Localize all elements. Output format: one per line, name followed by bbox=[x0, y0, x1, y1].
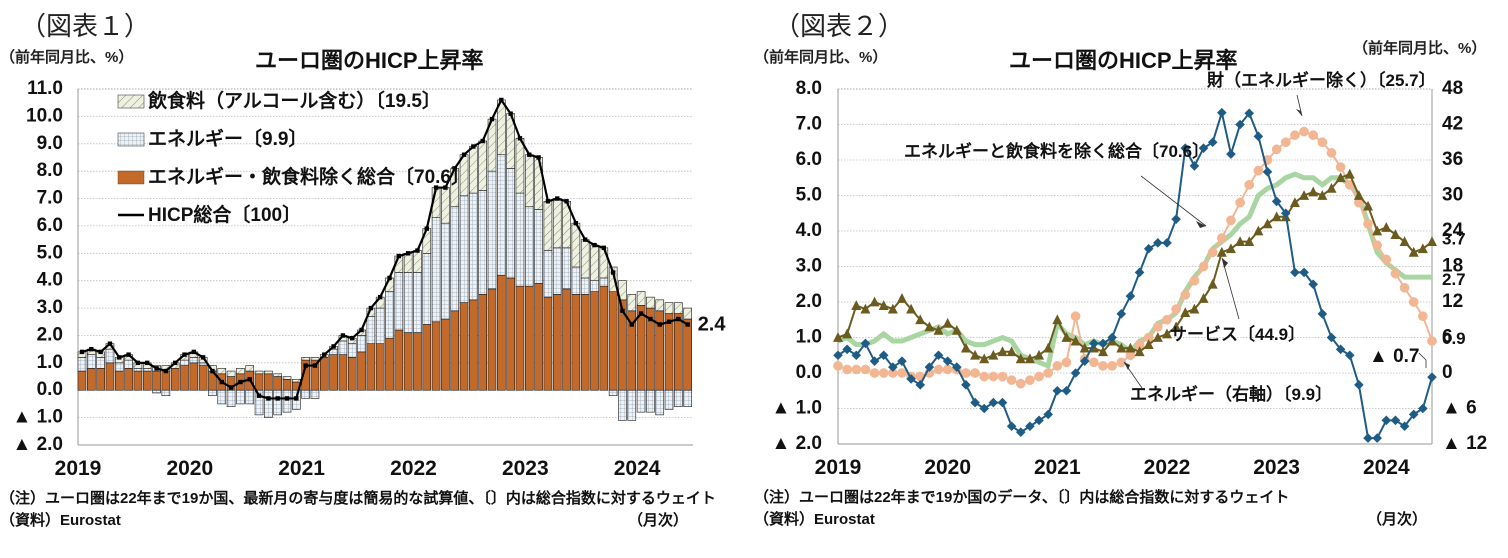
svg-text:11.0: 11.0 bbox=[27, 78, 63, 99]
svg-text:0.9: 0.9 bbox=[1442, 329, 1466, 348]
svg-text:3.0: 3.0 bbox=[37, 297, 63, 318]
svg-text:▲ 2.0: ▲ 2.0 bbox=[13, 434, 64, 455]
svg-text:エネルギー・飲食料除く総合〔70.6〕: エネルギー・飲食料除く総合〔70.6〕 bbox=[148, 165, 470, 188]
svg-text:ユーロ圏のHICP上昇率: ユーロ圏のHICP上昇率 bbox=[255, 48, 484, 73]
svg-text:（前年同月比、%）: （前年同月比、%） bbox=[1353, 39, 1486, 57]
svg-text:2.0: 2.0 bbox=[796, 291, 822, 312]
svg-text:▲ 6: ▲ 6 bbox=[1442, 398, 1477, 419]
svg-text:2021: 2021 bbox=[278, 457, 325, 480]
svg-text:1.0: 1.0 bbox=[796, 327, 822, 348]
svg-text:8.0: 8.0 bbox=[796, 78, 822, 99]
svg-text:2022: 2022 bbox=[390, 457, 437, 480]
svg-text:2023: 2023 bbox=[502, 457, 549, 480]
svg-text:42: 42 bbox=[1442, 114, 1463, 135]
svg-text:6.0: 6.0 bbox=[37, 215, 63, 236]
svg-text:▲ 12: ▲ 12 bbox=[1442, 433, 1487, 454]
svg-text:30: 30 bbox=[1442, 185, 1463, 206]
svg-text:2022: 2022 bbox=[1144, 456, 1191, 479]
svg-text:エネルギーと飲食料を除く総合〔70.6〕: エネルギーと飲食料を除く総合〔70.6〕 bbox=[904, 141, 1209, 161]
svg-text:2019: 2019 bbox=[55, 457, 102, 480]
svg-text:サービス〔44.9〕: サービス〔44.9〕 bbox=[1170, 324, 1305, 344]
svg-text:6.0: 6.0 bbox=[796, 149, 822, 170]
svg-text:2020: 2020 bbox=[166, 457, 213, 480]
svg-text:▲ 2.0: ▲ 2.0 bbox=[772, 433, 823, 454]
svg-text:8.0: 8.0 bbox=[37, 160, 63, 181]
svg-text:（前年同月比、%）: （前年同月比、%） bbox=[754, 48, 887, 66]
svg-text:2021: 2021 bbox=[1034, 456, 1081, 479]
svg-text:（資料）Eurostat: （資料）Eurostat bbox=[0, 511, 121, 529]
svg-text:飲食料（アルコール含む）〔19.5〕: 飲食料（アルコール含む）〔19.5〕 bbox=[147, 89, 441, 112]
svg-text:5.0: 5.0 bbox=[37, 242, 63, 263]
svg-text:0: 0 bbox=[1442, 362, 1453, 383]
svg-text:1.0: 1.0 bbox=[37, 352, 63, 373]
svg-text:2020: 2020 bbox=[924, 456, 971, 479]
svg-text:0.0: 0.0 bbox=[796, 362, 822, 383]
svg-text:（資料）Eurostat: （資料）Eurostat bbox=[754, 510, 875, 528]
svg-text:エネルギー〔9.9〕: エネルギー〔9.9〕 bbox=[148, 127, 307, 150]
svg-text:財（エネルギー除く）〔25.7〕: 財（エネルギー除く）〔25.7〕 bbox=[1206, 70, 1436, 90]
svg-text:（図表２）: （図表２） bbox=[774, 11, 904, 41]
svg-text:2.4: 2.4 bbox=[698, 314, 727, 336]
svg-text:HICP総合〔100〕: HICP総合〔100〕 bbox=[148, 203, 301, 226]
svg-text:7.0: 7.0 bbox=[37, 188, 63, 209]
svg-text:▲ 1.0: ▲ 1.0 bbox=[13, 407, 64, 428]
svg-text:2019: 2019 bbox=[815, 456, 862, 479]
svg-text:2.0: 2.0 bbox=[37, 325, 63, 346]
svg-text:2024: 2024 bbox=[1363, 456, 1410, 479]
svg-text:9.0: 9.0 bbox=[37, 133, 63, 154]
svg-text:2024: 2024 bbox=[614, 457, 661, 480]
svg-text:（図表１）: （図表１） bbox=[20, 11, 150, 41]
svg-text:3.7: 3.7 bbox=[1442, 230, 1466, 249]
svg-text:（注）ユーロ圏は22年まで19か国、最新月の寄与度は簡易的な: （注）ユーロ圏は22年まで19か国、最新月の寄与度は簡易的な試算値、〔〕内は総合… bbox=[0, 489, 716, 507]
svg-text:▲ 1.0: ▲ 1.0 bbox=[772, 398, 823, 419]
svg-text:ユーロ圏のHICP上昇率: ユーロ圏のHICP上昇率 bbox=[1009, 48, 1238, 73]
svg-text:48: 48 bbox=[1442, 78, 1463, 99]
svg-text:2023: 2023 bbox=[1253, 456, 1300, 479]
svg-text:2.7: 2.7 bbox=[1442, 270, 1466, 289]
svg-text:▲ 0.7: ▲ 0.7 bbox=[1369, 346, 1420, 367]
svg-text:4.0: 4.0 bbox=[796, 220, 822, 241]
svg-text:5.0: 5.0 bbox=[796, 185, 822, 206]
svg-text:（月次）: （月次） bbox=[1367, 510, 1427, 528]
svg-text:3.0: 3.0 bbox=[796, 256, 822, 277]
svg-text:12: 12 bbox=[1442, 291, 1463, 312]
svg-text:36: 36 bbox=[1442, 149, 1463, 170]
svg-text:（注）ユーロ圏は22年まで19か国のデータ、〔〕内は総合指数: （注）ユーロ圏は22年まで19か国のデータ、〔〕内は総合指数に対するウェイト bbox=[754, 488, 1289, 506]
svg-text:（月次）: （月次） bbox=[628, 511, 688, 529]
svg-text:エネルギー（右軸）〔9.9〕: エネルギー（右軸）〔9.9〕 bbox=[1130, 384, 1332, 404]
svg-text:4.0: 4.0 bbox=[37, 270, 63, 291]
svg-text:10.0: 10.0 bbox=[26, 105, 63, 126]
svg-text:7.0: 7.0 bbox=[796, 114, 822, 135]
svg-text:（前年同月比、%）: （前年同月比、%） bbox=[0, 48, 133, 66]
svg-text:0.0: 0.0 bbox=[37, 379, 63, 400]
